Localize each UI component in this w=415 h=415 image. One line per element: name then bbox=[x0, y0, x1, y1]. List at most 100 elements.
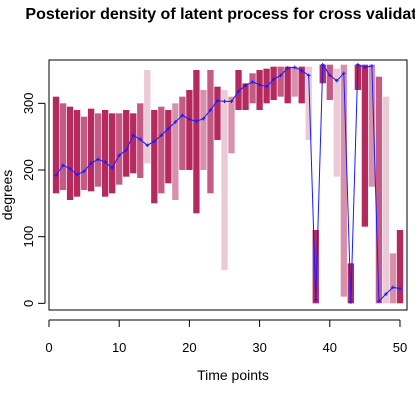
density-band bbox=[333, 68, 340, 177]
data-point bbox=[194, 119, 199, 124]
data-point bbox=[117, 153, 121, 158]
data-point bbox=[61, 163, 65, 168]
density-band bbox=[130, 113, 137, 174]
latent-process-line bbox=[54, 62, 402, 304]
density-band bbox=[59, 103, 67, 190]
x-tick-label: 50 bbox=[393, 340, 407, 355]
data-point bbox=[124, 148, 129, 152]
data-point bbox=[68, 166, 72, 171]
density-band bbox=[270, 66, 277, 100]
density-band bbox=[249, 73, 256, 104]
density-band bbox=[326, 64, 333, 100]
density-band bbox=[123, 110, 130, 177]
density-band bbox=[221, 90, 228, 270]
density-band bbox=[80, 116, 88, 190]
x-tick-label: 30 bbox=[252, 340, 266, 355]
data-point bbox=[257, 82, 262, 87]
density-band bbox=[207, 70, 214, 194]
data-point bbox=[180, 113, 185, 118]
data-point bbox=[159, 133, 164, 138]
density-band bbox=[347, 263, 354, 304]
data-point bbox=[201, 116, 206, 121]
x-axis: 0 10 20 30 40 50 bbox=[45, 319, 407, 355]
data-point bbox=[278, 73, 283, 78]
data-point bbox=[342, 71, 346, 76]
y-tick-label: 0 bbox=[21, 300, 36, 307]
data-point bbox=[327, 73, 332, 78]
data-point bbox=[229, 99, 234, 104]
density-band bbox=[368, 64, 376, 187]
data-point bbox=[215, 98, 220, 103]
data-point bbox=[377, 299, 381, 304]
data-point bbox=[271, 77, 276, 82]
data-point bbox=[398, 286, 402, 291]
data-point bbox=[187, 117, 192, 122]
data-point bbox=[391, 285, 395, 290]
density-band bbox=[66, 106, 74, 200]
data-point bbox=[222, 99, 227, 104]
density-band bbox=[151, 110, 158, 204]
data-point bbox=[384, 292, 388, 296]
density-band bbox=[389, 253, 397, 304]
data-point bbox=[370, 64, 374, 68]
density-band bbox=[214, 86, 221, 140]
density-band bbox=[312, 230, 319, 304]
density-band bbox=[102, 110, 109, 197]
data-point bbox=[208, 108, 213, 112]
density-band bbox=[165, 110, 172, 184]
density-band bbox=[284, 66, 291, 104]
data-point bbox=[166, 126, 171, 131]
density-band bbox=[116, 113, 123, 185]
data-point bbox=[313, 298, 318, 302]
density-bands bbox=[52, 64, 404, 304]
data-point bbox=[173, 120, 178, 124]
data-point bbox=[103, 160, 107, 164]
data-point bbox=[82, 169, 86, 174]
density-band bbox=[382, 96, 390, 304]
density-band bbox=[228, 96, 235, 154]
y-axis: 0 100 200 300 bbox=[21, 92, 46, 307]
x-tick-label: 40 bbox=[323, 340, 337, 355]
density-band bbox=[305, 66, 312, 140]
x-tick-label: 10 bbox=[112, 340, 126, 355]
data-point bbox=[243, 83, 248, 88]
data-point bbox=[131, 133, 136, 138]
density-band bbox=[256, 70, 263, 110]
chart-title: Posterior density of latent process for … bbox=[25, 6, 415, 23]
plot-frame bbox=[48, 59, 408, 311]
data-point bbox=[89, 161, 93, 166]
data-point bbox=[356, 62, 360, 67]
y-tick-label: 100 bbox=[21, 226, 36, 248]
density-band bbox=[396, 230, 404, 304]
data-point bbox=[145, 143, 150, 148]
data-point bbox=[335, 78, 339, 83]
data-point bbox=[152, 139, 157, 144]
density-band bbox=[298, 66, 305, 104]
data-point bbox=[264, 84, 269, 89]
data-point bbox=[110, 166, 114, 170]
density-band bbox=[340, 64, 347, 297]
data-point bbox=[54, 173, 58, 178]
y-tick-label: 200 bbox=[21, 159, 36, 181]
data-point bbox=[285, 66, 290, 70]
density-band bbox=[186, 90, 193, 170]
data-point bbox=[75, 172, 79, 177]
density-band bbox=[73, 110, 81, 197]
data-point bbox=[138, 137, 143, 142]
density-band bbox=[109, 113, 116, 194]
density-band bbox=[291, 66, 298, 97]
density-band bbox=[52, 96, 60, 194]
density-band bbox=[179, 96, 186, 170]
data-point bbox=[306, 73, 311, 78]
density-band bbox=[94, 113, 102, 187]
x-axis-label: Time points bbox=[197, 367, 269, 383]
data-point bbox=[299, 68, 304, 73]
density-band bbox=[172, 103, 179, 200]
density-band bbox=[158, 106, 165, 194]
data-point bbox=[320, 62, 325, 67]
series-line bbox=[55, 63, 401, 303]
density-band bbox=[144, 70, 151, 164]
density-band bbox=[193, 70, 200, 214]
x-tick-label: 0 bbox=[45, 340, 52, 355]
